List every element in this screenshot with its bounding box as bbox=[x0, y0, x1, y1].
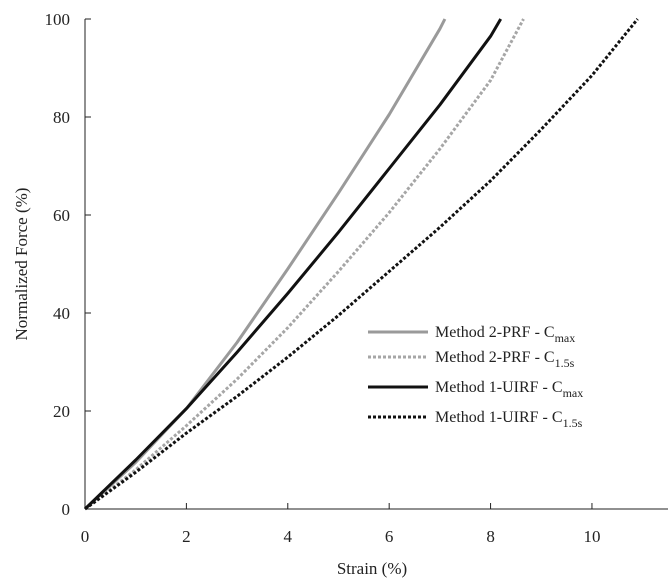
x-tick-label: 0 bbox=[81, 527, 90, 546]
x-tick-label: 6 bbox=[385, 527, 394, 546]
y-tick-label: 0 bbox=[62, 500, 71, 519]
x-axis-title: Strain (%) bbox=[337, 559, 407, 578]
series-line-3 bbox=[83, 18, 502, 511]
x-tick-label: 4 bbox=[284, 527, 293, 546]
series-line-4 bbox=[84, 18, 639, 511]
axes bbox=[84, 19, 668, 510]
x-tick-label: 8 bbox=[486, 527, 495, 546]
legend-label-main: Method 1-UIRF - C bbox=[435, 409, 563, 426]
legend-label-2: Method 2-PRF - C1.5s bbox=[435, 349, 575, 370]
series-line-1 bbox=[83, 18, 447, 511]
legend-label-1: Method 2-PRF - Cmax bbox=[435, 324, 575, 345]
y-tick-label: 20 bbox=[53, 402, 70, 421]
legend-label-subscript: 1.5s bbox=[555, 356, 575, 370]
series-line-2 bbox=[84, 18, 525, 511]
y-tick-label: 80 bbox=[53, 108, 70, 127]
legend-label-4: Method 1-UIRF - C1.5s bbox=[435, 409, 583, 430]
legend-label-main: Method 1-UIRF - C bbox=[435, 379, 563, 396]
legend-label-subscript: max bbox=[563, 386, 584, 400]
legend-label-3: Method 1-UIRF - Cmax bbox=[435, 379, 583, 400]
legend-label-subscript: max bbox=[555, 331, 576, 345]
legend-label-main: Method 2-PRF - C bbox=[435, 324, 555, 341]
legend-label-subscript: 1.5s bbox=[563, 416, 583, 430]
y-tick-label: 100 bbox=[45, 10, 71, 29]
y-tick-label: 40 bbox=[53, 304, 70, 323]
y-axis-title: Normalized Force (%) bbox=[12, 188, 31, 341]
x-tick-label: 2 bbox=[182, 527, 191, 546]
x-tick-label: 10 bbox=[583, 527, 600, 546]
series-layer bbox=[83, 18, 639, 511]
y-tick-label: 60 bbox=[53, 206, 70, 225]
legend-label-main: Method 2-PRF - C bbox=[435, 349, 555, 366]
